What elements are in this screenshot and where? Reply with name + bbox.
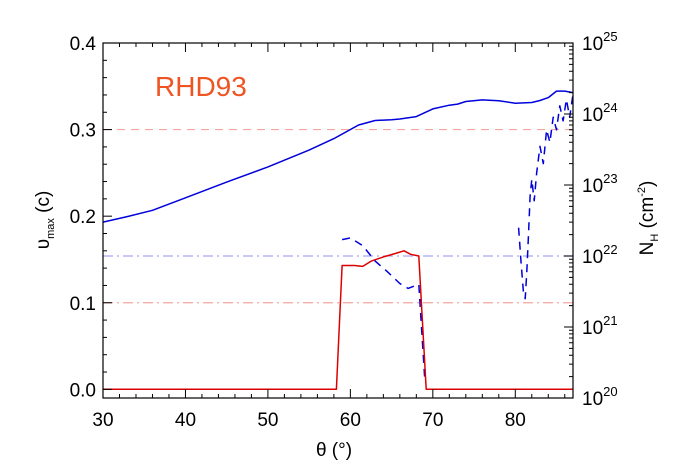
x-tick-label: 60 (340, 410, 361, 431)
series-group (102, 90, 574, 391)
y-left-tick-labels: 0.0 0.1 0.2 0.3 0.4 (70, 34, 97, 401)
x-tick-label: 40 (175, 410, 196, 431)
y-right-tick-label: 1020 (582, 384, 618, 410)
series-line-0 (102, 90, 574, 223)
x-tick-labels: 30 40 50 60 70 80 (92, 410, 525, 431)
y-left-tick-label: 0.1 (70, 294, 96, 315)
y-right-axis-label: NH (cm-2) (636, 181, 661, 256)
x-axis-label: θ (°) (316, 440, 352, 461)
series-line-1 (341, 237, 426, 377)
y-right-tick-label: 1024 (582, 100, 618, 126)
y-left-axis-label: υmax (c) (33, 191, 57, 250)
y-left-tick-label: 0.0 (70, 380, 96, 401)
plot-frame (102, 42, 574, 399)
reference-lines (103, 128, 573, 304)
y-right-tick-label: 1023 (582, 171, 618, 197)
y-right-tick-label: 1021 (582, 313, 618, 339)
y-left-tick-label: 0.3 (70, 121, 96, 142)
x-tick-label: 50 (257, 410, 278, 431)
x-tick-label: 70 (422, 410, 443, 431)
series-line-3 (103, 250, 573, 391)
y-left-tick-label: 0.2 (70, 207, 96, 228)
axis-ticks (102, 42, 573, 399)
y-left-tick-label: 0.4 (70, 34, 97, 55)
y-right-tick-label: 1022 (582, 242, 618, 268)
y-right-tick-label: 1025 (582, 29, 618, 55)
y-right-tick-labels: 1020 1021 1022 1023 1024 1025 (582, 29, 618, 410)
series-line-2 (517, 94, 574, 300)
model-annotation: RHD93 (155, 71, 247, 102)
x-tick-label: 30 (92, 410, 113, 431)
x-tick-label: 80 (505, 410, 526, 431)
